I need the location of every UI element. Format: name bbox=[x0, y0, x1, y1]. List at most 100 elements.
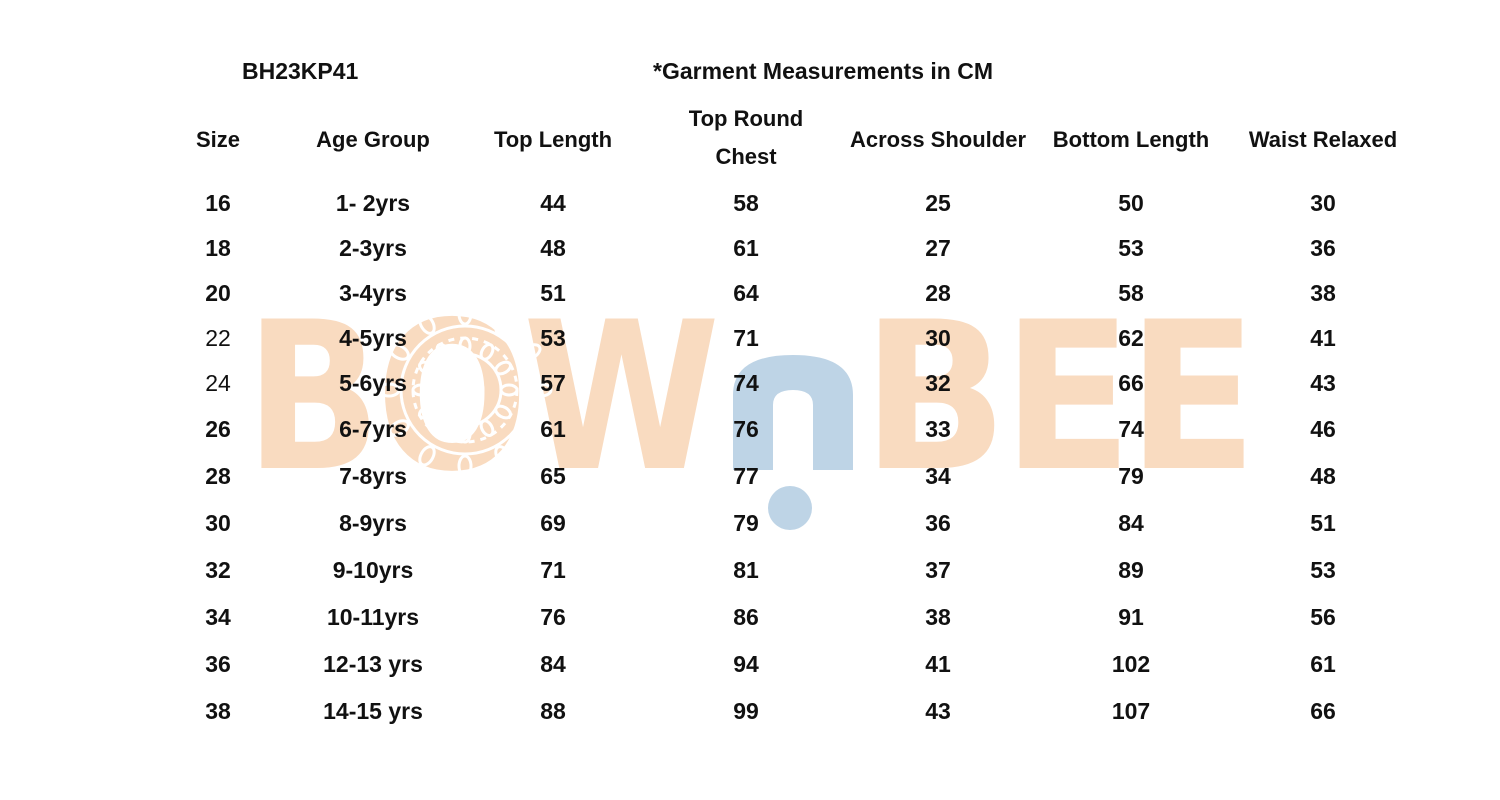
cell-top-length: 61 bbox=[540, 416, 566, 442]
cell-waist-relaxed: 30 bbox=[1310, 190, 1336, 216]
cell-bottom-length: 91 bbox=[1118, 604, 1144, 630]
cell-age-group: 14-15 yrs bbox=[323, 698, 423, 724]
cell-bottom-length: 58 bbox=[1118, 280, 1144, 306]
table-row: 20 3-4yrs 51 64 28 58 38 bbox=[0, 273, 1500, 313]
cell-waist-relaxed: 46 bbox=[1310, 416, 1336, 442]
cell-top-round-chest: 76 bbox=[733, 416, 759, 442]
cell-waist-relaxed: 38 bbox=[1310, 280, 1336, 306]
cell-bottom-length: 89 bbox=[1118, 557, 1144, 583]
cell-size: 32 bbox=[205, 557, 231, 583]
cell-waist-relaxed: 48 bbox=[1310, 463, 1336, 489]
table-row: 16 1- 2yrs 44 58 25 50 30 bbox=[0, 183, 1500, 223]
table-row: 26 6-7yrs 61 76 33 74 46 bbox=[0, 409, 1500, 449]
cell-size: 16 bbox=[205, 190, 231, 216]
cell-bottom-length: 84 bbox=[1118, 510, 1144, 536]
cell-size: 20 bbox=[205, 280, 231, 306]
cell-top-length: 71 bbox=[540, 557, 566, 583]
cell-size: 22 bbox=[205, 325, 231, 351]
cell-age-group: 1- 2yrs bbox=[335, 190, 411, 216]
cell-top-round-chest: 64 bbox=[733, 280, 759, 306]
cell-across-shoulder: 27 bbox=[925, 235, 951, 261]
cell-waist-relaxed: 61 bbox=[1310, 651, 1336, 677]
cell-waist-relaxed: 56 bbox=[1310, 604, 1336, 630]
cell-age-group: 8-9yrs bbox=[339, 510, 407, 536]
cell-across-shoulder: 28 bbox=[925, 280, 951, 306]
cell-bottom-length: 50 bbox=[1118, 190, 1144, 216]
cell-age-group: 9-10yrs bbox=[332, 557, 414, 583]
cell-across-shoulder: 34 bbox=[925, 463, 951, 489]
header-bottom-length: Bottom Length bbox=[1052, 127, 1210, 152]
cell-top-length: 65 bbox=[540, 463, 566, 489]
cell-top-length: 88 bbox=[540, 698, 566, 724]
style-code: BH23KP41 bbox=[242, 58, 359, 84]
cell-top-round-chest: 99 bbox=[733, 698, 759, 724]
cell-age-group: 4-5yrs bbox=[339, 325, 407, 351]
cell-across-shoulder: 37 bbox=[925, 557, 951, 583]
table-row: 30 8-9yrs 69 79 36 84 51 bbox=[0, 503, 1500, 543]
cell-across-shoulder: 41 bbox=[925, 651, 951, 677]
cell-size: 26 bbox=[205, 416, 231, 442]
watermark-n-shape bbox=[733, 355, 853, 470]
cell-size: 38 bbox=[205, 698, 231, 724]
cell-across-shoulder: 33 bbox=[925, 416, 951, 442]
cell-waist-relaxed: 36 bbox=[1310, 235, 1336, 261]
table-row: 22 4-5yrs 53 71 30 62 41 bbox=[0, 318, 1500, 358]
cell-across-shoulder: 43 bbox=[925, 698, 951, 724]
table-row: 18 2-3yrs 48 61 27 53 36 bbox=[0, 228, 1500, 268]
cell-size: 28 bbox=[205, 463, 231, 489]
cell-top-round-chest: 74 bbox=[733, 370, 759, 396]
cell-size: 18 bbox=[205, 235, 231, 261]
cell-across-shoulder: 36 bbox=[925, 510, 951, 536]
cell-waist-relaxed: 51 bbox=[1310, 510, 1336, 536]
cell-bottom-length: 53 bbox=[1118, 235, 1144, 261]
header-top-round-chest: Top Round Chest bbox=[688, 106, 804, 169]
cell-age-group: 12-13 yrs bbox=[323, 651, 423, 677]
table-row: 36 12-13 yrs 84 94 41 102 61 bbox=[0, 644, 1500, 684]
cell-bottom-length: 102 bbox=[1111, 651, 1151, 677]
table-row: 34 10-11yrs 76 86 38 91 56 bbox=[0, 597, 1500, 637]
cell-age-group: 6-7yrs bbox=[339, 416, 407, 442]
cell-top-length: 69 bbox=[540, 510, 566, 536]
cell-top-round-chest: 61 bbox=[733, 235, 759, 261]
cell-top-length: 51 bbox=[540, 280, 566, 306]
header-across-shoulder: Across Shoulder bbox=[849, 127, 1027, 152]
watermark-text-left: BOW bbox=[245, 279, 715, 517]
cell-size: 24 bbox=[205, 370, 231, 396]
cell-bottom-length: 62 bbox=[1118, 325, 1144, 351]
header-size: Size bbox=[195, 127, 241, 152]
mandala-icon bbox=[377, 302, 553, 478]
cell-top-length: 57 bbox=[540, 370, 566, 396]
cell-bottom-length: 107 bbox=[1111, 698, 1151, 724]
cell-across-shoulder: 25 bbox=[925, 190, 951, 216]
cell-top-round-chest: 58 bbox=[733, 190, 759, 216]
cell-top-length: 53 bbox=[540, 325, 566, 351]
cell-size: 36 bbox=[205, 651, 231, 677]
cell-across-shoulder: 38 bbox=[925, 604, 951, 630]
cell-waist-relaxed: 41 bbox=[1310, 325, 1336, 351]
cell-top-round-chest: 71 bbox=[733, 325, 759, 351]
header-age-group: Age Group bbox=[316, 127, 430, 152]
cell-bottom-length: 66 bbox=[1118, 370, 1144, 396]
cell-across-shoulder: 30 bbox=[925, 325, 951, 351]
cell-top-round-chest: 94 bbox=[733, 651, 759, 677]
cell-across-shoulder: 32 bbox=[925, 370, 951, 396]
measurement-note: *Garment Measurements in CM bbox=[653, 58, 993, 84]
cell-top-round-chest: 81 bbox=[733, 557, 759, 583]
cell-bottom-length: 79 bbox=[1118, 463, 1144, 489]
table-row: 28 7-8yrs 65 77 34 79 48 bbox=[0, 456, 1500, 496]
cell-waist-relaxed: 53 bbox=[1310, 557, 1336, 583]
cell-top-length: 76 bbox=[540, 604, 566, 630]
watermark-n-dot bbox=[768, 486, 812, 530]
cell-waist-relaxed: 66 bbox=[1310, 698, 1336, 724]
table-row: 38 14-15 yrs 88 99 43 107 66 bbox=[0, 691, 1500, 731]
cell-age-group: 10-11yrs bbox=[326, 604, 420, 630]
header-waist-relaxed: Waist Relaxed bbox=[1248, 127, 1398, 152]
cell-age-group: 5-6yrs bbox=[339, 370, 407, 396]
cell-age-group: 3-4yrs bbox=[339, 280, 407, 306]
header-top-length: Top Length bbox=[493, 127, 613, 152]
cell-top-round-chest: 86 bbox=[733, 604, 759, 630]
cell-age-group: 7-8yrs bbox=[339, 463, 407, 489]
table-row: 24 5-6yrs 57 74 32 66 43 bbox=[0, 363, 1500, 403]
